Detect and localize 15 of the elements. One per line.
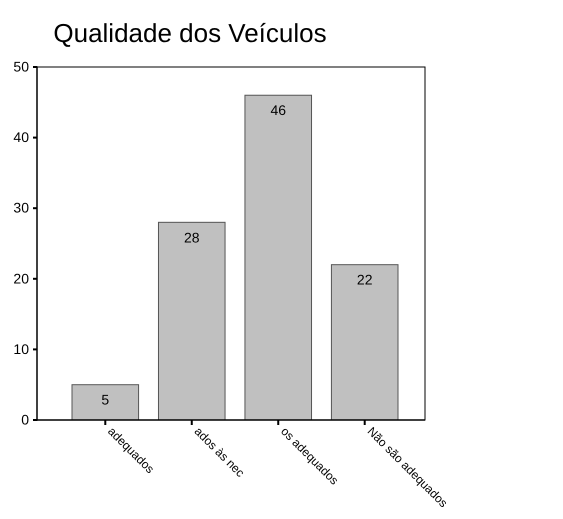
y-tick-label: 0 xyxy=(21,411,30,428)
y-tick-label: 40 xyxy=(13,129,30,146)
y-tick-label: 20 xyxy=(13,270,30,286)
data-label: 46 xyxy=(270,102,286,118)
chart-title: Qualidade dos Veículos xyxy=(53,18,327,48)
bar xyxy=(330,264,398,420)
data-label: 28 xyxy=(184,229,200,246)
bar xyxy=(244,94,312,420)
bar xyxy=(72,384,140,420)
y-tick-label: 30 xyxy=(13,200,30,216)
y-tick-label: 10 xyxy=(13,340,30,357)
y-tick-label: 50 xyxy=(13,58,30,74)
bar xyxy=(158,222,226,420)
data-label: 5 xyxy=(101,392,110,408)
data-label: 22 xyxy=(356,272,373,288)
